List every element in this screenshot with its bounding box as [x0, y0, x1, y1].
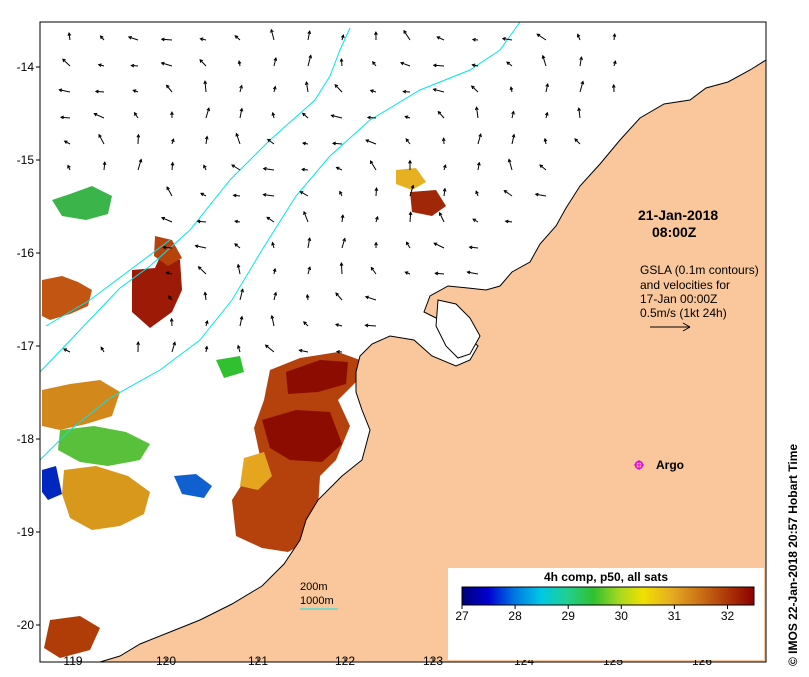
depth-200m-label: 200m [300, 581, 328, 593]
map-date: 21-Jan-2018 [638, 207, 718, 223]
colorbar-tick-label: 31 [668, 609, 682, 623]
gsla-line-3: 17-Jan 00:00Z [640, 292, 717, 306]
y-tick-label: -15 [17, 153, 35, 167]
argo-label: Argo [656, 458, 684, 472]
y-tick-label: -18 [17, 432, 35, 446]
colorbar-tick-label: 32 [721, 609, 735, 623]
colorbar-tick-label: 28 [508, 609, 522, 623]
colorbar: 4h comp, p50, all sats 27 28 29 30 31 32 [448, 568, 764, 660]
y-axis: -14 -15 -16 -17 -18 -19 -20 [17, 60, 35, 632]
colorbar-gradient [462, 587, 754, 605]
imos-credit: © IMOS 22-Jan-2018 20:57 Hobart Time [786, 444, 800, 666]
y-tick-label: -16 [17, 246, 35, 260]
gsla-line-4: 0.5m/s (1kt 24h) [640, 306, 727, 320]
y-tick-label: -19 [17, 525, 35, 539]
y-tick-label: -20 [17, 618, 35, 632]
colorbar-title: 4h comp, p50, all sats [544, 570, 668, 584]
map-time: 08:00Z [652, 224, 697, 240]
colorbar-tick-label: 30 [615, 609, 629, 623]
colorbar-tick-label: 29 [562, 609, 576, 623]
y-tick-label: -14 [17, 60, 35, 74]
gsla-line-2: and velocities for [640, 278, 730, 292]
depth-1000m-label: 1000m [300, 595, 334, 607]
gsla-line-1: GSLA (0.1m contours) [640, 263, 759, 277]
y-tick-label: -17 [17, 339, 35, 353]
colorbar-tick-label: 27 [455, 609, 469, 623]
